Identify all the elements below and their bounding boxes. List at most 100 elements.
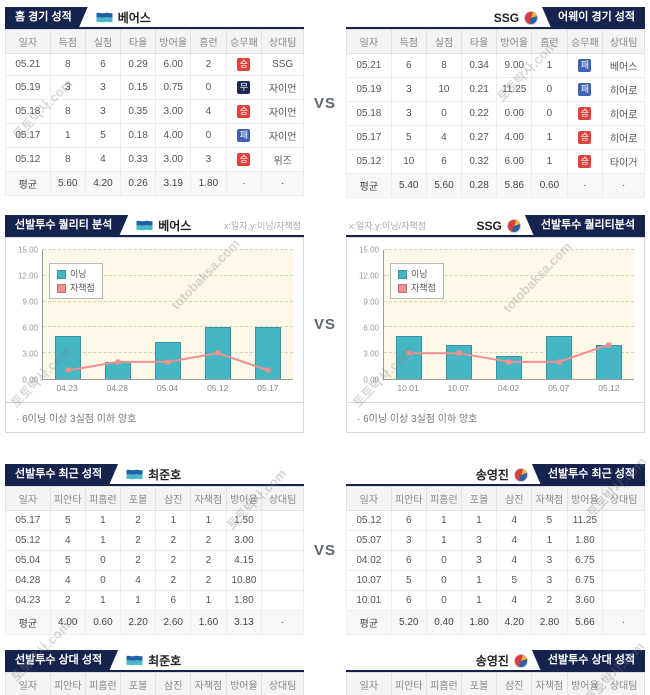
column-header: 일자: [5, 29, 51, 54]
legend-swatch: [57, 269, 66, 279]
table-cell: 3: [531, 550, 568, 571]
table-cell: 3: [531, 570, 568, 591]
table-header-row: 일자 피안타 피홈런 포볼 삼진 자책점 방어율 상대팀: [5, 672, 304, 695]
line-point: [215, 350, 221, 356]
vs-label: VS: [313, 94, 336, 112]
y-axis-label: 6.00: [22, 323, 38, 333]
table-row: 10.07 5 0 1 5 3 6.75: [346, 570, 645, 591]
column-header: 일자: [346, 486, 392, 511]
table-cell: 4.00: [49, 610, 86, 635]
ssg-logo-icon: [524, 10, 539, 25]
table-cell: 5.40: [390, 173, 427, 198]
table-cell: 2: [49, 590, 86, 611]
table-cell: 0: [84, 550, 122, 571]
line-point: [65, 367, 71, 373]
table-cell: 1: [460, 510, 498, 531]
home-pitcher-recent-title: 선발투수 최근 성적: [5, 464, 118, 485]
legend-label: 자책점: [70, 283, 95, 293]
table-row: 05.12 10 6 0.32 6.00 1 승 타이거: [346, 149, 645, 174]
table-cell: 1: [119, 590, 157, 611]
table-cell: 3: [84, 75, 122, 100]
table-cell: 3.00: [155, 99, 192, 124]
table-cell: 0.60: [531, 173, 568, 198]
y-axis-label: 3.00: [22, 349, 38, 359]
table-cell: 베어스: [602, 53, 645, 78]
column-header: 상대팀: [261, 672, 304, 695]
table-cell: 4: [49, 530, 86, 551]
table-row: 05.17 5 1 2 1 1 1.50: [5, 510, 304, 531]
table-cell: 평균: [5, 171, 51, 196]
x-axis-label: 05.12: [598, 383, 620, 393]
table-cell: 2: [119, 510, 157, 531]
table-cell: 1.80: [566, 530, 604, 551]
table-cell: 2: [190, 53, 227, 76]
table-cell: 0: [531, 101, 568, 126]
away-quality-chart-box: 0.00 3.00 6.00 9.00 12.00 15.00 이닝 자책점 10.01 10.0…: [346, 237, 645, 433]
column-header: 삼진: [496, 672, 533, 695]
table-cell: 3: [460, 530, 498, 551]
table-cell: 6: [155, 590, 192, 611]
table-cell: 8: [49, 53, 86, 76]
table-cell: 05.19: [5, 75, 51, 100]
y-axis-label: 15.00: [358, 245, 379, 255]
column-header: 삼진: [155, 486, 192, 511]
table-cell: 자이언: [261, 99, 304, 124]
table-cell: 11.25: [566, 510, 604, 531]
table-cell: 9.00: [496, 53, 533, 78]
table-cell: 0.18: [119, 123, 157, 148]
column-header: 타율: [460, 29, 498, 54]
table-cell: 위즈: [261, 147, 304, 172]
home-record-header: 홈 경기 성적 베어스: [5, 8, 304, 29]
x-axis-label: 10.01: [397, 383, 419, 393]
home-pitcher-recent-table: 일자 피안타 피홈런 포볼 삼진 자책점 방어율 상대팀 05.17 5 1 2 1 1 1.50 05.12…: [5, 486, 304, 635]
column-header: 상대팀: [602, 29, 645, 54]
ssg-logo-icon: [506, 218, 521, 233]
column-header: 방어율: [155, 29, 192, 54]
table-cell: 05.17: [5, 510, 51, 531]
table-cell: 0: [531, 77, 568, 102]
table-cell: 자이언: [261, 123, 304, 148]
table-cell: 1.80: [225, 590, 263, 611]
legend-swatch: [398, 269, 407, 279]
table-cell: 1: [84, 510, 122, 531]
innings-bar: [446, 344, 472, 379]
table-cell: 05.12: [5, 530, 51, 551]
table-cell: 4: [119, 570, 157, 591]
column-header: 포볼: [119, 672, 157, 695]
table-cell: 0.29: [119, 53, 157, 76]
column-header: 승무패: [225, 29, 263, 54]
result-badge: 승: [578, 107, 592, 120]
column-header: 피홈런: [84, 486, 122, 511]
table-cell: 0.40: [425, 610, 463, 635]
line-point: [456, 350, 462, 356]
legend-item: 이닝: [398, 267, 436, 281]
innings-bar: [596, 344, 622, 379]
x-axis-label: 04.23: [56, 383, 78, 393]
table-cell: 3.00: [155, 147, 192, 172]
table-cell: 0.33: [119, 147, 157, 172]
table-cell: 05.18: [5, 99, 51, 124]
table-cell: 4: [496, 550, 533, 571]
table-cell: 4: [84, 147, 122, 172]
table-cell: 승: [225, 53, 263, 76]
table-cell: 1.80: [460, 610, 498, 635]
table-cell: 3.13: [225, 610, 263, 635]
table-cell: 04.23: [5, 590, 51, 611]
line-point: [165, 359, 171, 365]
axis-hint: x:일자,y:이닝/자책점: [224, 221, 301, 231]
table-cell: 승: [566, 125, 604, 150]
column-header: 승무패: [566, 29, 604, 54]
table-cell: 1: [190, 510, 227, 531]
table-row: 05.12 8 4 0.33 3.00 3 승 위즈: [5, 147, 304, 172]
table-cell: 1: [155, 510, 192, 531]
table-row: 05.19 3 10 0.21 11.25 0 패 히어로: [346, 77, 645, 102]
table-row: 05.18 8 3 0.35 3.00 4 승 자이언: [5, 99, 304, 124]
column-header: 피안타: [49, 672, 86, 695]
vs-label: VS: [313, 316, 336, 333]
innings-bar: [546, 336, 572, 379]
table-cell: 3: [390, 77, 427, 102]
axis-hint: x:일자,y:이닝/자책점: [349, 221, 426, 231]
away-pitcher-recent-table: 일자 피안타 피홈런 포볼 삼진 자책점 방어율 상대팀 05.12 6 1 1 4 5 11.25 05.0…: [346, 486, 645, 635]
table-cell: 3.19: [155, 171, 192, 196]
column-header: 방어율: [566, 486, 604, 511]
